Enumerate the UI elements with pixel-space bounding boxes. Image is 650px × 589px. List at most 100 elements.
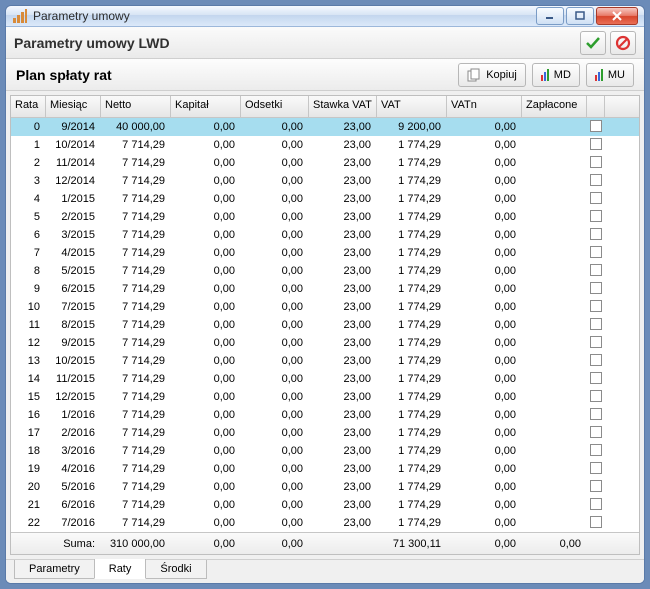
copy-button[interactable]: Kopiuj <box>458 63 526 87</box>
checkbox-icon[interactable] <box>590 516 602 528</box>
checkbox-icon[interactable] <box>590 228 602 240</box>
col-checkbox[interactable] <box>587 96 605 117</box>
cell-paid[interactable] <box>587 354 605 369</box>
checkbox-icon[interactable] <box>590 480 602 492</box>
cell-paid[interactable] <box>587 300 605 315</box>
mu-button[interactable]: MU <box>586 63 634 87</box>
cell-paid[interactable] <box>587 120 605 135</box>
table-row[interactable]: 63/20157 714,290,000,0023,001 774,290,00 <box>11 226 639 244</box>
checkbox-icon[interactable] <box>590 300 602 312</box>
col-netto[interactable]: Netto <box>101 96 171 117</box>
checkbox-icon[interactable] <box>590 120 602 132</box>
cell-vatn: 0,00 <box>447 463 522 475</box>
table-row[interactable]: 205/20167 714,290,000,0023,001 774,290,0… <box>11 478 639 496</box>
table-row[interactable]: 194/20167 714,290,000,0023,001 774,290,0… <box>11 460 639 478</box>
table-row[interactable]: 129/20157 714,290,000,0023,001 774,290,0… <box>11 334 639 352</box>
cell-paid[interactable] <box>587 156 605 171</box>
checkbox-icon[interactable] <box>590 336 602 348</box>
cell-paid[interactable] <box>587 516 605 531</box>
checkbox-icon[interactable] <box>590 138 602 150</box>
close-button[interactable] <box>596 7 638 25</box>
cell-paid[interactable] <box>587 192 605 207</box>
checkbox-icon[interactable] <box>590 372 602 384</box>
grid-body[interactable]: 09/201440 000,000,000,0023,009 200,000,0… <box>11 118 639 532</box>
confirm-button[interactable] <box>580 31 606 55</box>
checkbox-icon[interactable] <box>590 408 602 420</box>
cell-paid[interactable] <box>587 426 605 441</box>
table-row[interactable]: 1411/20157 714,290,000,0023,001 774,290,… <box>11 370 639 388</box>
cell-paid[interactable] <box>587 228 605 243</box>
table-row[interactable]: 1310/20157 714,290,000,0023,001 774,290,… <box>11 352 639 370</box>
checkbox-icon[interactable] <box>590 354 602 366</box>
col-vatn[interactable]: VATn <box>447 96 522 117</box>
cell-paid[interactable] <box>587 336 605 351</box>
table-row[interactable]: 52/20157 714,290,000,0023,001 774,290,00 <box>11 208 639 226</box>
cancel-button[interactable] <box>610 31 636 55</box>
checkbox-icon[interactable] <box>590 390 602 402</box>
checkbox-icon[interactable] <box>590 498 602 510</box>
tab-parametry[interactable]: Parametry <box>14 560 95 579</box>
md-button[interactable]: MD <box>532 63 580 87</box>
table-row[interactable]: 211/20147 714,290,000,0023,001 774,290,0… <box>11 154 639 172</box>
table-row[interactable]: 110/20147 714,290,000,0023,001 774,290,0… <box>11 136 639 154</box>
table-row[interactable]: 09/201440 000,000,000,0023,009 200,000,0… <box>11 118 639 136</box>
col-miesiac[interactable]: Miesiąc <box>46 96 101 117</box>
cell-vat: 1 774,29 <box>377 445 447 457</box>
checkbox-icon[interactable] <box>590 426 602 438</box>
table-row[interactable]: 74/20157 714,290,000,0023,001 774,290,00 <box>11 244 639 262</box>
minimize-button[interactable] <box>536 7 564 25</box>
cell-paid[interactable] <box>587 390 605 405</box>
cell-paid[interactable] <box>587 408 605 423</box>
table-row[interactable]: 1512/20157 714,290,000,0023,001 774,290,… <box>11 388 639 406</box>
col-kapital[interactable]: Kapitał <box>171 96 241 117</box>
col-stawka-vat[interactable]: Stawka VAT <box>309 96 377 117</box>
cell-paid[interactable] <box>587 372 605 387</box>
cell-odsetki: 0,00 <box>241 445 309 457</box>
titlebar[interactable]: Parametry umowy <box>6 6 644 27</box>
checkbox-icon[interactable] <box>590 156 602 168</box>
checkbox-icon[interactable] <box>590 282 602 294</box>
cell-paid[interactable] <box>587 174 605 189</box>
col-vat[interactable]: VAT <box>377 96 447 117</box>
maximize-button[interactable] <box>566 7 594 25</box>
cell-miesiac: 3/2015 <box>46 229 101 241</box>
table-row[interactable]: 312/20147 714,290,000,0023,001 774,290,0… <box>11 172 639 190</box>
cell-paid[interactable] <box>587 246 605 261</box>
checkbox-icon[interactable] <box>590 246 602 258</box>
table-row[interactable]: 183/20167 714,290,000,0023,001 774,290,0… <box>11 442 639 460</box>
cell-netto: 7 714,29 <box>101 517 171 529</box>
cell-paid[interactable] <box>587 138 605 153</box>
cell-paid[interactable] <box>587 444 605 459</box>
table-row[interactable]: 118/20157 714,290,000,0023,001 774,290,0… <box>11 316 639 334</box>
table-row[interactable]: 216/20167 714,290,000,0023,001 774,290,0… <box>11 496 639 514</box>
col-odsetki[interactable]: Odsetki <box>241 96 309 117</box>
col-rata[interactable]: Rata <box>11 96 46 117</box>
checkbox-icon[interactable] <box>590 444 602 456</box>
table-row[interactable]: 85/20157 714,290,000,0023,001 774,290,00 <box>11 262 639 280</box>
cell-paid[interactable] <box>587 318 605 333</box>
checkbox-icon[interactable] <box>590 210 602 222</box>
checkbox-icon[interactable] <box>590 318 602 330</box>
cell-odsetki: 0,00 <box>241 355 309 367</box>
table-row[interactable]: 161/20167 714,290,000,0023,001 774,290,0… <box>11 406 639 424</box>
cell-paid[interactable] <box>587 462 605 477</box>
cell-paid[interactable] <box>587 282 605 297</box>
tab-raty[interactable]: Raty <box>94 559 147 579</box>
cell-miesiac: 6/2016 <box>46 499 101 511</box>
checkbox-icon[interactable] <box>590 192 602 204</box>
cell-paid[interactable] <box>587 480 605 495</box>
table-row[interactable]: 96/20157 714,290,000,0023,001 774,290,00 <box>11 280 639 298</box>
checkbox-icon[interactable] <box>590 462 602 474</box>
cell-paid[interactable] <box>587 210 605 225</box>
tab-srodki[interactable]: Środki <box>145 560 206 579</box>
col-zaplacone[interactable]: Zapłacone <box>522 96 587 117</box>
table-row[interactable]: 227/20167 714,290,000,0023,001 774,290,0… <box>11 514 639 532</box>
checkbox-icon[interactable] <box>590 264 602 276</box>
table-row[interactable]: 172/20167 714,290,000,0023,001 774,290,0… <box>11 424 639 442</box>
cell-paid[interactable] <box>587 264 605 279</box>
table-row[interactable]: 41/20157 714,290,000,0023,001 774,290,00 <box>11 190 639 208</box>
table-row[interactable]: 107/20157 714,290,000,0023,001 774,290,0… <box>11 298 639 316</box>
cell-netto: 7 714,29 <box>101 373 171 385</box>
cell-paid[interactable] <box>587 498 605 513</box>
checkbox-icon[interactable] <box>590 174 602 186</box>
